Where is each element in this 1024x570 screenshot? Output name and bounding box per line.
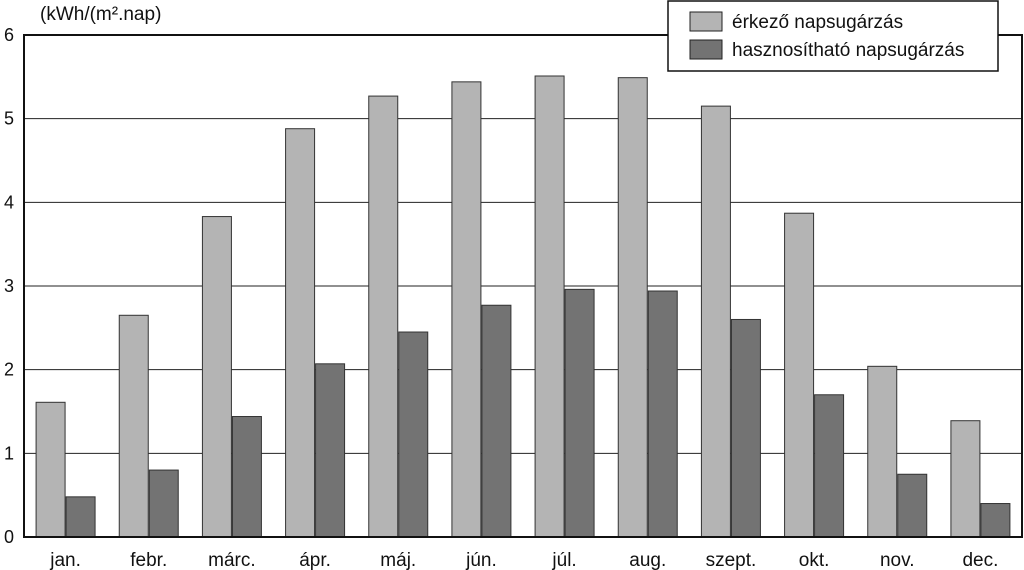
- x-tick-label: máj.: [380, 550, 416, 570]
- x-tick-label: febr.: [130, 550, 167, 570]
- y-tick-label: 1: [4, 443, 14, 463]
- bar-incoming-8: [700, 105, 731, 538]
- bar-incoming-2: [201, 216, 232, 538]
- x-tick-label: ápr.: [299, 550, 331, 570]
- bar-usable-2: [231, 416, 262, 538]
- bar-usable-4: [398, 331, 429, 538]
- y-tick-label: 3: [4, 276, 14, 296]
- bar-usable-1: [148, 469, 179, 538]
- bar-incoming-6: [534, 75, 565, 538]
- x-tick-label: aug.: [629, 550, 666, 570]
- bar-incoming-4: [368, 95, 399, 538]
- bar-incoming-3: [285, 128, 316, 538]
- bars: [35, 75, 1011, 538]
- x-tick-label: nov.: [880, 550, 915, 570]
- x-tick-label: szept.: [706, 550, 757, 570]
- bar-usable-5: [481, 304, 512, 538]
- x-tick-label: márc.: [208, 550, 256, 570]
- legend-box: [667, 0, 999, 72]
- y-tick-label: 0: [4, 527, 14, 547]
- axis-labels: 0 1 2 3 4 5 6 jan. febr. márc. ápr. máj. jún. júl. aug…: [4, 25, 998, 570]
- x-tick-label: dec.: [962, 550, 998, 570]
- y-tick-label: 4: [4, 192, 14, 212]
- bar-incoming-5: [451, 81, 482, 538]
- y-tick-label: 6: [4, 25, 14, 45]
- y-tick-label: 2: [4, 360, 14, 380]
- y-tick-label: 5: [4, 109, 14, 129]
- plot-frame: [23, 34, 1023, 538]
- bar-usable-9: [814, 394, 845, 538]
- bar-incoming-10: [867, 365, 898, 538]
- x-tick-label: jún.: [465, 550, 497, 570]
- bar-incoming-0: [35, 401, 66, 538]
- bar-incoming-11: [950, 420, 981, 538]
- bar-usable-6: [564, 288, 595, 538]
- y-axis-unit-label: (kWh/(m².nap): [40, 4, 161, 25]
- x-tick-label: jan.: [49, 550, 81, 570]
- bar-usable-7: [647, 290, 678, 538]
- legend-label-1: hasznosítható napsugárzás: [732, 40, 964, 61]
- legend-swatch-1: [689, 39, 723, 60]
- legend-swatch-0: [689, 11, 723, 32]
- bar-usable-8: [730, 318, 761, 538]
- bar-usable-11: [980, 503, 1011, 538]
- x-tick-label: okt.: [799, 550, 830, 570]
- bar-incoming-1: [118, 314, 149, 538]
- axes: [23, 34, 1023, 538]
- legend-label-0: érkező napsugárzás: [732, 12, 903, 33]
- legend: érkező napsugárzás hasznosítható napsugá…: [667, 0, 999, 72]
- bar-usable-0: [65, 496, 96, 538]
- bar-usable-3: [315, 363, 346, 538]
- bar-incoming-7: [617, 77, 648, 538]
- bar-incoming-9: [784, 212, 815, 538]
- x-tick-label: júl.: [551, 550, 576, 570]
- bar-usable-10: [897, 473, 928, 538]
